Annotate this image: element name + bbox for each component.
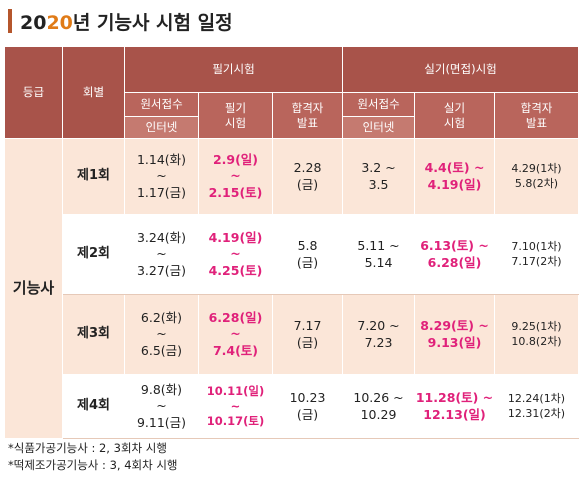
written-exam-cell: 6.28(일) ~ 7.4(토) <box>198 294 273 375</box>
table-row: 제4회 9.8(화) ~ 9.11(금) 10.11(일) ~ 10.17(토)… <box>5 374 580 439</box>
practical-pass-cell: 9.25(1차) 10.8(2차) <box>494 294 580 375</box>
practical-apply-cell: 5.11 ~ 5.14 <box>342 214 416 295</box>
practical-apply-cell: 10.26 ~ 10.29 <box>342 374 416 439</box>
practical-apply-cell: 3.2 ~ 3.5 <box>342 138 416 215</box>
header-practical-internet: 인터넷 <box>342 116 416 139</box>
written-apply-cell: 3.24(화) ~ 3.27(금) <box>124 214 199 295</box>
table-row: 제2회 3.24(화) ~ 3.27(금) 4.19(일) ~ 4.25(토) … <box>5 214 580 295</box>
practical-exam-cell: 6.13(토) ~ 6.28(일) <box>414 214 496 295</box>
header-round: 회별 <box>62 46 125 139</box>
grade-cell: 기능사 <box>4 138 63 439</box>
round-cell: 제4회 <box>62 374 125 439</box>
footnote: *식품가공기능사 : 2, 3회차 시행 <box>8 441 167 455</box>
header-practical: 실기(면접)시험 <box>342 46 580 93</box>
page-title: 2020년 기능사 시험 일정 <box>8 6 233 36</box>
header-grade: 등급 <box>4 46 63 139</box>
table-row: 제3회 6.2(화) ~ 6.5(금) 6.28(일) ~ 7.4(토) 7.1… <box>5 294 580 375</box>
written-pass-cell: 10.23 (금) <box>271 374 344 439</box>
footnote: *떡제조가공기능사 : 3, 4회차 시행 <box>8 458 178 472</box>
round-cell: 제1회 <box>62 138 125 215</box>
practical-pass-cell: 12.24(1차) 12.31(2차) <box>494 374 580 439</box>
written-apply-cell: 6.2(화) ~ 6.5(금) <box>124 294 199 375</box>
written-exam-cell: 2.9(일) ~ 2.15(토) <box>198 138 273 215</box>
written-pass-cell: 5.8 (금) <box>271 214 344 295</box>
round-cell: 제3회 <box>62 294 125 375</box>
practical-pass-cell: 4.29(1차) 5.8(2차) <box>494 138 580 215</box>
header-written-pass: 합격자 발표 <box>271 92 344 139</box>
written-apply-cell: 9.8(화) ~ 9.11(금) <box>124 374 199 439</box>
header-practical-pass: 합격자 발표 <box>494 92 580 139</box>
header-practical-exam: 실기 시험 <box>414 92 496 139</box>
header-practical-apply: 원서접수 <box>342 92 416 117</box>
practical-exam-cell: 4.4(토) ~ 4.19(일) <box>414 138 496 215</box>
header-written-internet: 인터넷 <box>124 116 199 139</box>
practical-exam-cell: 8.29(토) ~ 9.13(일) <box>414 294 496 375</box>
round-cell: 제2회 <box>62 214 125 295</box>
practical-apply-cell: 7.20 ~ 7.23 <box>342 294 416 375</box>
header-written: 필기시험 <box>123 46 344 93</box>
header-written-exam: 필기 시험 <box>198 92 273 139</box>
practical-exam-cell: 11.28(토) ~ 12.13(일) <box>414 374 496 439</box>
header-written-apply: 원서접수 <box>124 92 199 117</box>
table-row: 기능사 제1회 1.14(화) ~ 1.17(금) 2.9(일) ~ 2.15(… <box>4 138 580 439</box>
written-apply-cell: 1.14(화) ~ 1.17(금) <box>124 138 199 215</box>
written-exam-cell: 10.11(일) ~ 10.17(토) <box>198 374 273 439</box>
title-text: 2020년 기능사 시험 일정 <box>20 11 233 34</box>
footnotes: *식품가공기능사 : 2, 3회차 시행 *떡제조가공기능사 : 3, 4회차 … <box>8 440 178 474</box>
written-pass-cell: 7.17 (금) <box>271 294 344 375</box>
written-exam-cell: 4.19(일) ~ 4.25(토) <box>198 214 273 295</box>
written-pass-cell: 2.28 (금) <box>271 138 344 215</box>
practical-pass-cell: 7.10(1차) 7.17(2차) <box>494 214 580 295</box>
schedule-table: 등급 회별 필기시험 실기(면접)시험 원서접수 필기 시험 합격자 발표 원서… <box>4 46 580 439</box>
title-bar <box>8 9 12 33</box>
